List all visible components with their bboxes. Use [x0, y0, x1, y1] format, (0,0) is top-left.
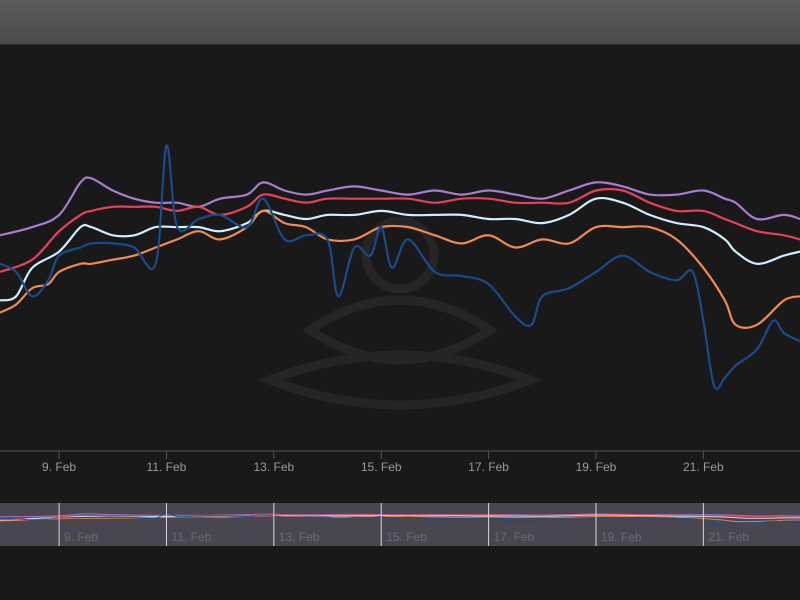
- x-tick-label: 17. Feb: [468, 460, 509, 474]
- navigator-background: [0, 503, 800, 546]
- navigator[interactable]: 9. Feb 11. Feb 13. Feb 15. Feb 17. Feb 19. Fe…: [0, 503, 800, 546]
- x-tick-label: 9. Feb: [42, 460, 76, 474]
- x-tick-label: 11. Feb: [147, 460, 187, 474]
- series-5-line[interactable]: [0, 144, 800, 391]
- series-2-line[interactable]: [0, 187, 800, 273]
- chart-header-bar: [0, 0, 800, 45]
- navigator-tick-label: 21. Feb: [708, 530, 749, 544]
- x-tick-label: 15. Feb: [361, 460, 402, 474]
- series-1-line[interactable]: [0, 176, 800, 237]
- x-tick-label: 19. Feb: [576, 460, 617, 474]
- navigator-tick-label: 15. Feb: [386, 530, 427, 544]
- series-4-line[interactable]: [0, 209, 800, 329]
- series-3-line[interactable]: [0, 196, 800, 302]
- navigator-tick-label: 11. Feb: [171, 530, 211, 544]
- navigator-axis: 9. Feb 11. Feb 13. Feb 15. Feb 17. Feb 19. Fe…: [58, 503, 749, 546]
- navigator-tick-label: 17. Feb: [494, 530, 535, 544]
- navigator-tick-label: 13. Feb: [279, 530, 320, 544]
- x-axis: 9. Feb 11. Feb 13. Feb 15. Feb 17. Feb 19. Fe…: [42, 451, 724, 474]
- watermark-logo: [257, 216, 543, 410]
- x-tick-label: 13. Feb: [253, 460, 294, 474]
- navigator-tick-label: 19. Feb: [601, 530, 642, 544]
- navigator-tick-label: 9. Feb: [64, 530, 98, 544]
- series-layer: [0, 144, 800, 391]
- x-tick-label: 21. Feb: [683, 460, 724, 474]
